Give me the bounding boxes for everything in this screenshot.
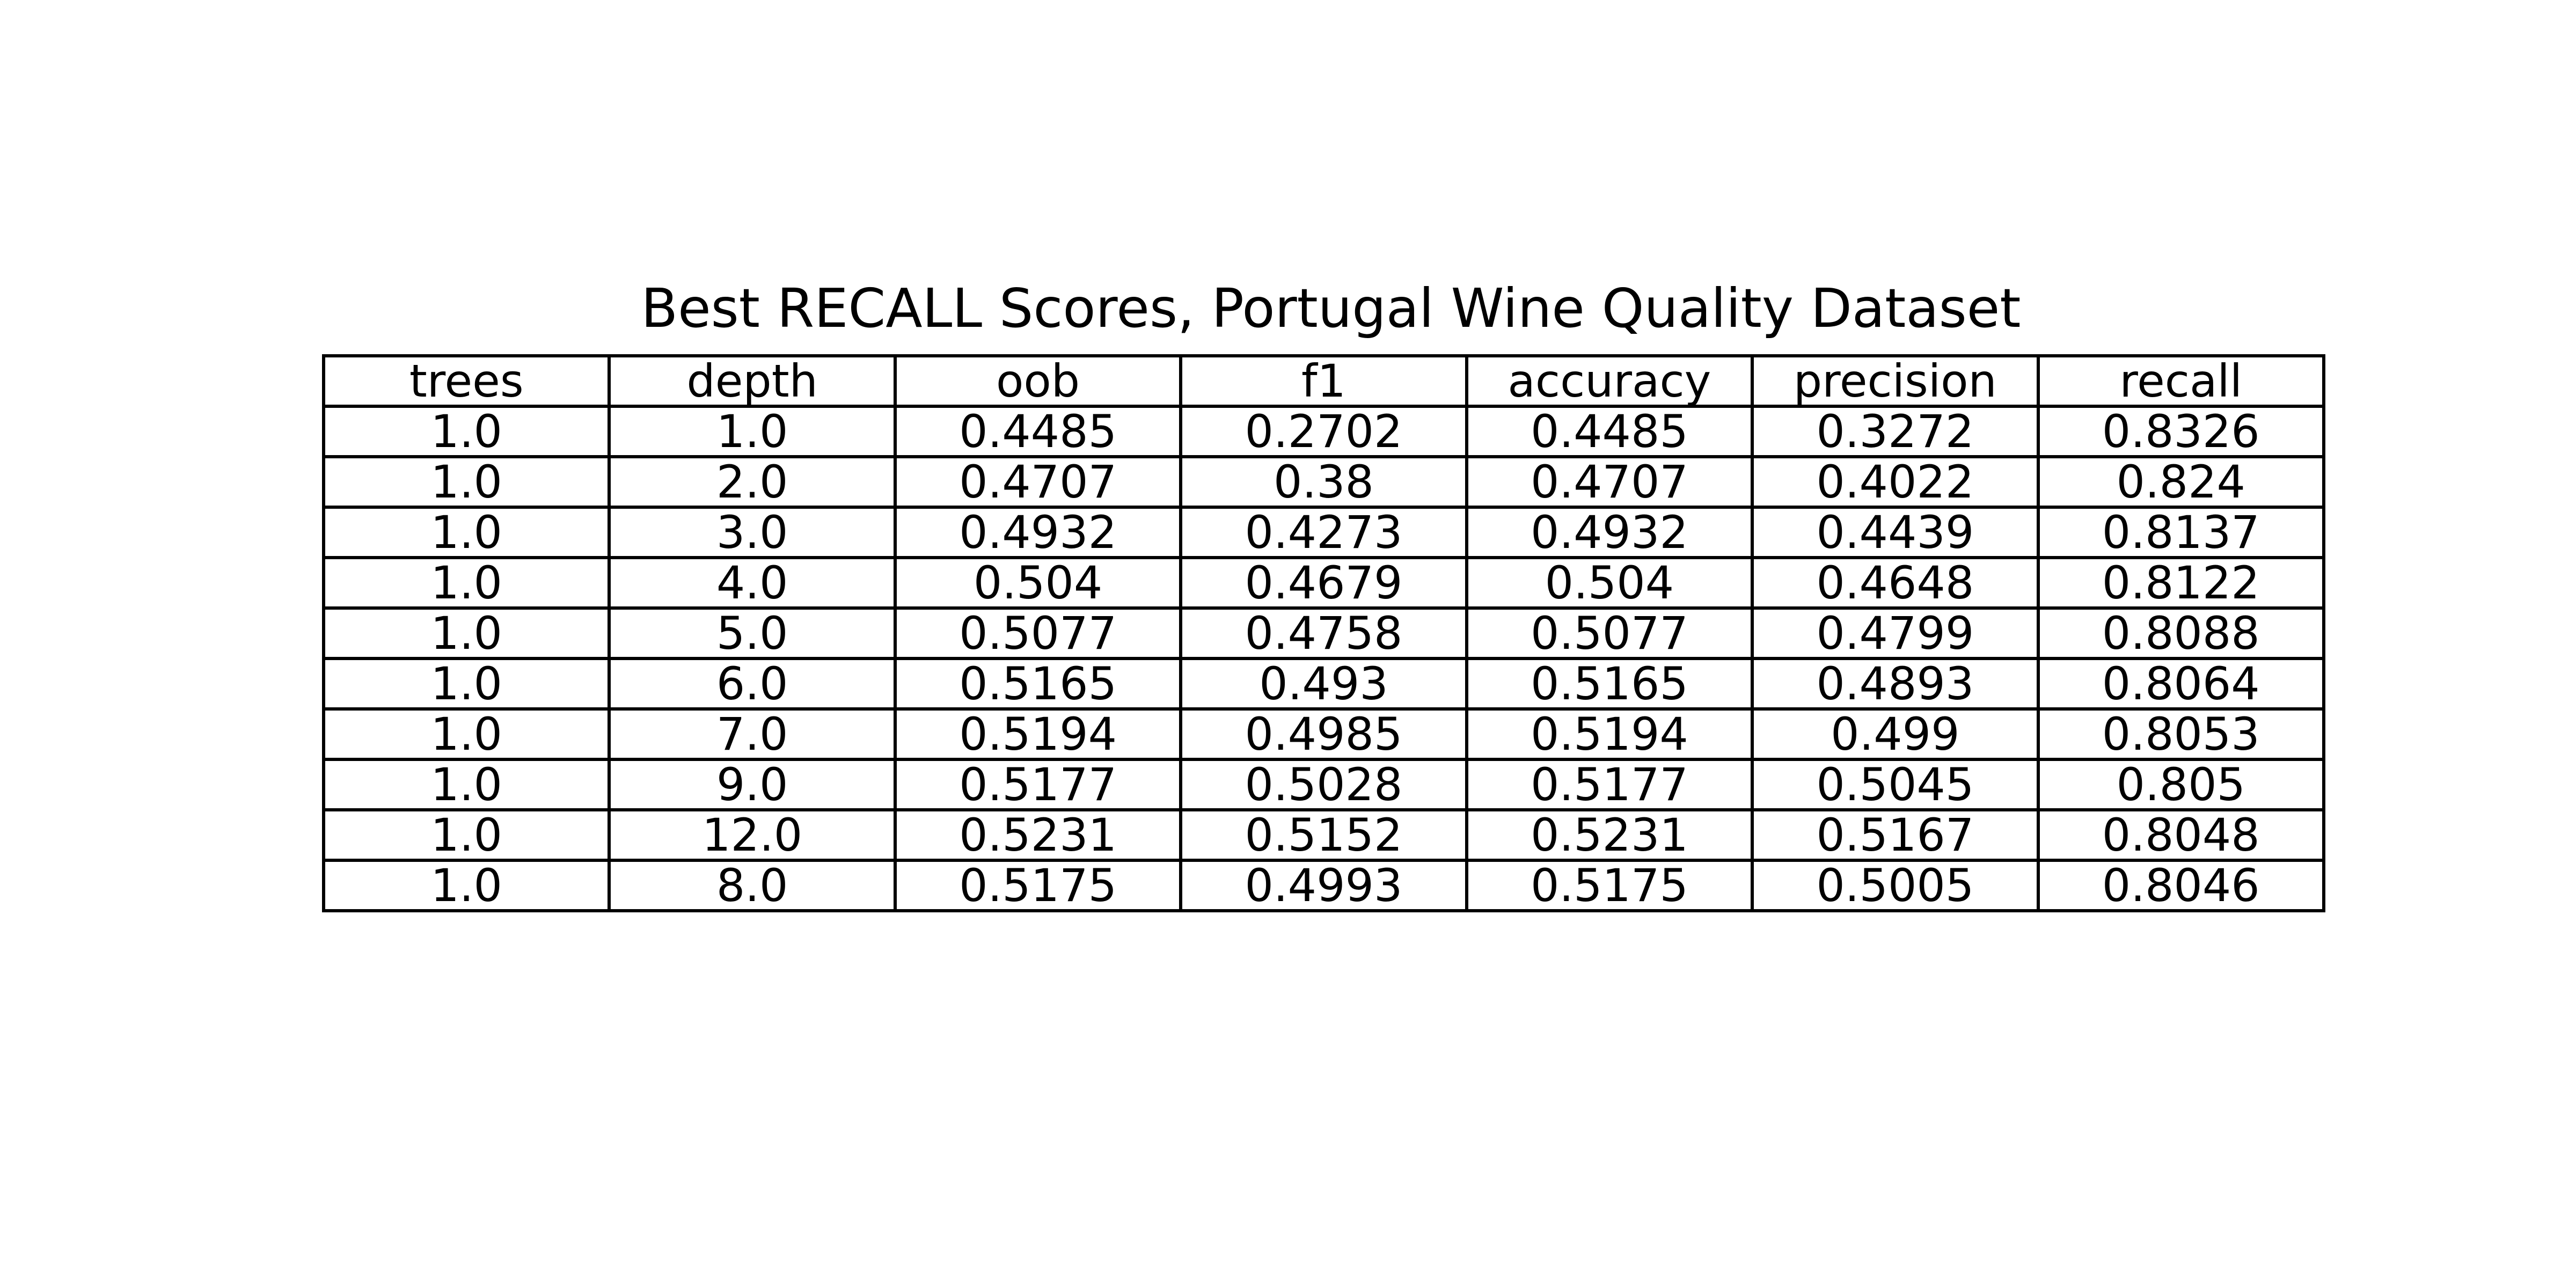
- table-row: 1.0 8.0 0.5175 0.4993 0.5175 0.5005 0.8046: [321, 859, 2326, 912]
- table-cell-oob: 0.504: [893, 556, 1183, 610]
- table-cell-accuracy: 0.4707: [1465, 455, 1754, 509]
- table-cell-oob: 0.4485: [893, 405, 1183, 458]
- table-row: 1.0 9.0 0.5177 0.5028 0.5177 0.5045 0.805: [321, 758, 2326, 811]
- table-cell-recall: 0.8048: [2036, 808, 2326, 862]
- table-cell-depth: 3.0: [608, 506, 897, 559]
- table-cell-depth: 4.0: [608, 556, 897, 610]
- table-cell-accuracy: 0.5077: [1465, 606, 1754, 660]
- table-cell-oob: 0.5177: [893, 758, 1183, 811]
- column-header-oob: oob: [893, 354, 1183, 408]
- column-header-f1: f1: [1179, 354, 1468, 408]
- table-cell-accuracy: 0.4485: [1465, 405, 1754, 458]
- table-cell-recall: 0.8046: [2036, 859, 2326, 912]
- table-cell-trees: 1.0: [321, 606, 611, 660]
- table-cell-recall: 0.805: [2036, 758, 2326, 811]
- table-cell-trees: 1.0: [321, 808, 611, 862]
- table-cell-f1: 0.4679: [1179, 556, 1468, 610]
- table-cell-precision: 0.4439: [1751, 506, 2040, 559]
- header-row: trees depth oob f1 accuracy precision recall: [321, 354, 2326, 408]
- table-cell-precision: 0.5005: [1751, 859, 2040, 912]
- table-cell-depth: 9.0: [608, 758, 897, 811]
- table-cell-recall: 0.824: [2036, 455, 2326, 509]
- table-cell-oob: 0.4707: [893, 455, 1183, 509]
- table-cell-accuracy: 0.5194: [1465, 707, 1754, 761]
- table-cell-accuracy: 0.5165: [1465, 657, 1754, 711]
- table-cell-trees: 1.0: [321, 859, 611, 912]
- table-cell-oob: 0.5077: [893, 606, 1183, 660]
- table-cell-f1: 0.4993: [1179, 859, 1468, 912]
- table-cell-f1: 0.38: [1179, 455, 1468, 509]
- table-row: 1.0 7.0 0.5194 0.4985 0.5194 0.499 0.8053: [321, 707, 2326, 761]
- table-row: 1.0 4.0 0.504 0.4679 0.504 0.4648 0.8122: [321, 556, 2326, 610]
- table-cell-precision: 0.4893: [1751, 657, 2040, 711]
- table-cell-accuracy: 0.5231: [1465, 808, 1754, 862]
- table-cell-f1: 0.4758: [1179, 606, 1468, 660]
- table-row: 1.0 3.0 0.4932 0.4273 0.4932 0.4439 0.8137: [321, 506, 2326, 559]
- table-cell-precision: 0.5167: [1751, 808, 2040, 862]
- column-header-depth: depth: [608, 354, 897, 408]
- table-cell-recall: 0.8064: [2036, 657, 2326, 711]
- table-row: 1.0 1.0 0.4485 0.2702 0.4485 0.3272 0.8326: [321, 405, 2326, 458]
- table-cell-depth: 12.0: [608, 808, 897, 862]
- table-cell-oob: 0.5194: [893, 707, 1183, 761]
- table-body: 1.0 1.0 0.4485 0.2702 0.4485 0.3272 0.8326 1.0 2…: [321, 405, 2326, 912]
- column-header-accuracy: accuracy: [1465, 354, 1754, 408]
- table-cell-depth: 8.0: [608, 859, 897, 912]
- table-row: 1.0 12.0 0.5231 0.5152 0.5231 0.5167 0.8048: [321, 808, 2326, 862]
- results-table: trees depth oob f1 accuracy precision recall 1…: [321, 354, 2326, 912]
- table-cell-trees: 1.0: [321, 707, 611, 761]
- table-cell-oob: 0.5165: [893, 657, 1183, 711]
- table-cell-accuracy: 0.4932: [1465, 506, 1754, 559]
- table-cell-accuracy: 0.5177: [1465, 758, 1754, 811]
- table-cell-depth: 6.0: [608, 657, 897, 711]
- table-cell-precision: 0.4648: [1751, 556, 2040, 610]
- table-cell-precision: 0.5045: [1751, 758, 2040, 811]
- table-cell-f1: 0.2702: [1179, 405, 1468, 458]
- table-cell-accuracy: 0.504: [1465, 556, 1754, 610]
- table-cell-f1: 0.5028: [1179, 758, 1468, 811]
- table-cell-accuracy: 0.5175: [1465, 859, 1754, 912]
- table-cell-f1: 0.493: [1179, 657, 1468, 711]
- table-cell-recall: 0.8053: [2036, 707, 2326, 761]
- table-cell-precision: 0.4799: [1751, 606, 2040, 660]
- table-cell-trees: 1.0: [321, 657, 611, 711]
- table-cell-oob: 0.5175: [893, 859, 1183, 912]
- table-cell-precision: 0.3272: [1751, 405, 2040, 458]
- table-cell-f1: 0.5152: [1179, 808, 1468, 862]
- table-cell-f1: 0.4985: [1179, 707, 1468, 761]
- table-cell-recall: 0.8137: [2036, 506, 2326, 559]
- table-row: 1.0 2.0 0.4707 0.38 0.4707 0.4022 0.824: [321, 455, 2326, 509]
- column-header-trees: trees: [321, 354, 611, 408]
- table-cell-oob: 0.5231: [893, 808, 1183, 862]
- table-cell-recall: 0.8088: [2036, 606, 2326, 660]
- column-header-recall: recall: [2036, 354, 2326, 408]
- table-cell-trees: 1.0: [321, 758, 611, 811]
- table-cell-precision: 0.4022: [1751, 455, 2040, 509]
- table-cell-f1: 0.4273: [1179, 506, 1468, 559]
- column-header-precision: precision: [1751, 354, 2040, 408]
- table-row: 1.0 6.0 0.5165 0.493 0.5165 0.4893 0.8064: [321, 657, 2326, 711]
- table-cell-depth: 5.0: [608, 606, 897, 660]
- table-cell-depth: 1.0: [608, 405, 897, 458]
- table-cell-trees: 1.0: [321, 506, 611, 559]
- table-cell-precision: 0.499: [1751, 707, 2040, 761]
- table-cell-recall: 0.8122: [2036, 556, 2326, 610]
- table-cell-oob: 0.4932: [893, 506, 1183, 559]
- table-cell-recall: 0.8326: [2036, 405, 2326, 458]
- table-cell-depth: 7.0: [608, 707, 897, 761]
- table-title: Best RECALL Scores, Portugal Wine Qualit…: [641, 277, 2021, 340]
- table-cell-trees: 1.0: [321, 556, 611, 610]
- table-cell-trees: 1.0: [321, 405, 611, 458]
- table-cell-depth: 2.0: [608, 455, 897, 509]
- table-row: 1.0 5.0 0.5077 0.4758 0.5077 0.4799 0.8088: [321, 606, 2326, 660]
- table-cell-trees: 1.0: [321, 455, 611, 509]
